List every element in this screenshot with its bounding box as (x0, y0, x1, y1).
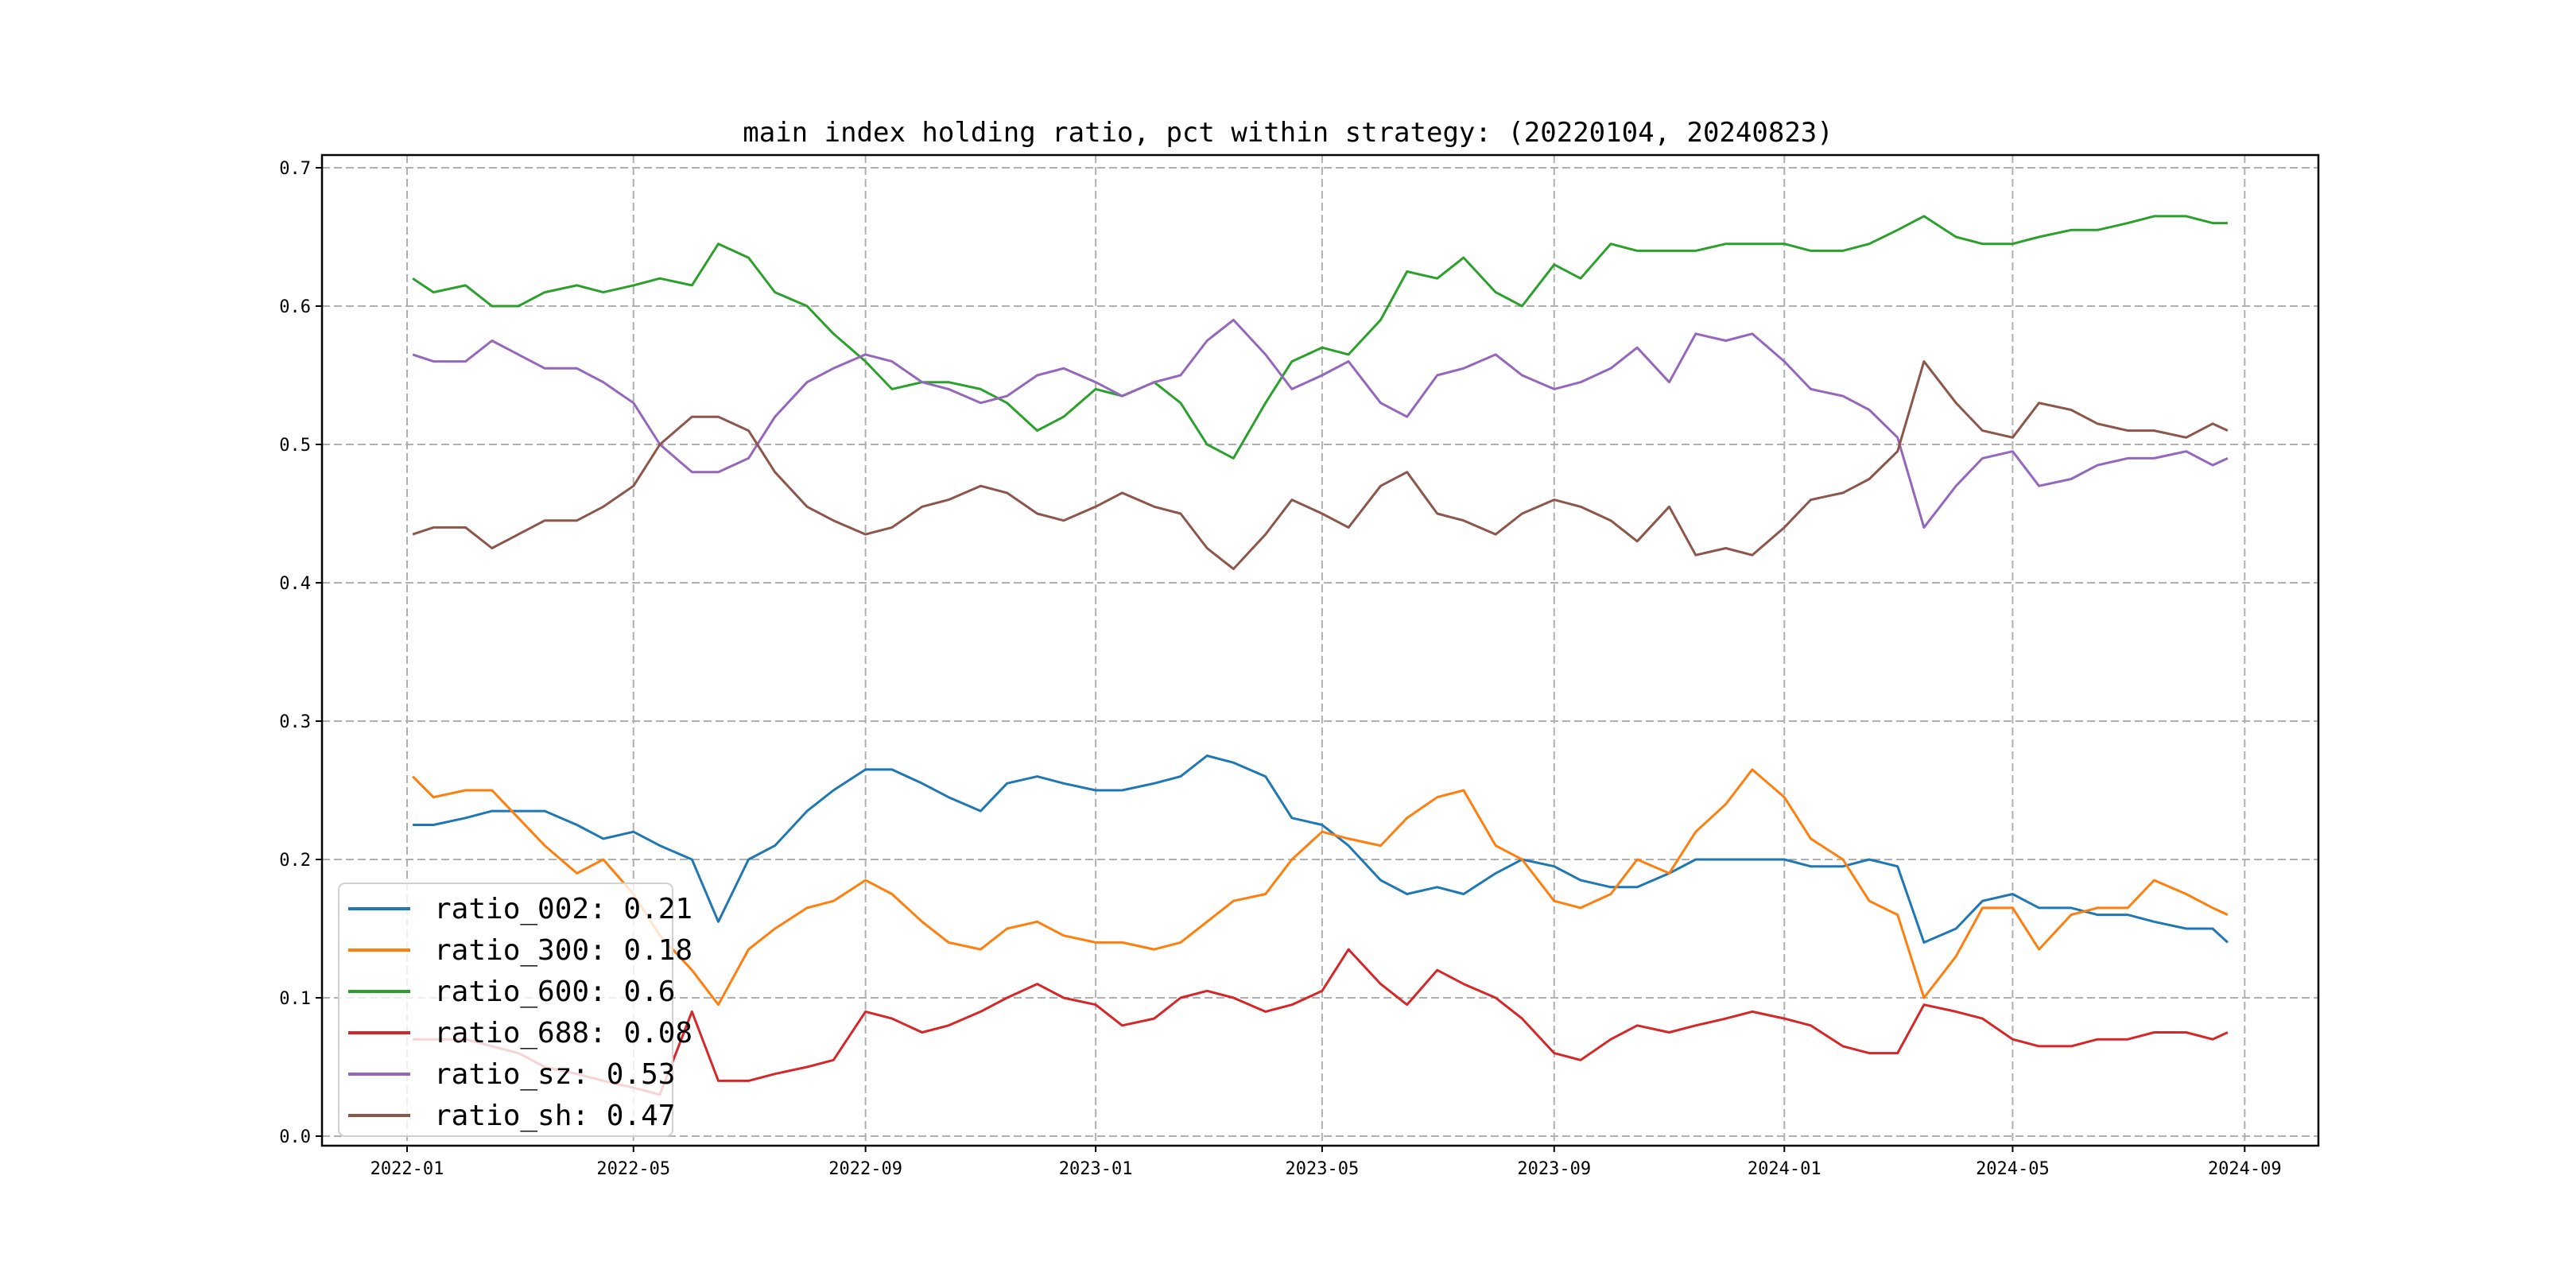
y-tick-label: 0.5 (279, 436, 311, 456)
legend-box (338, 883, 673, 1137)
legend-label-ratio_sz: ratio_sz: 0.53 (434, 1058, 675, 1091)
x-tick-label: 2022-01 (370, 1159, 444, 1179)
y-tick-label: 0.0 (279, 1127, 311, 1147)
series-line-ratio_600 (412, 215, 2228, 460)
x-tick-label: 2024-09 (2208, 1159, 2282, 1179)
series-line-ratio_002 (413, 755, 2229, 944)
legend-label-ratio_002: ratio_002: 0.21 (434, 893, 692, 925)
axes-frame (320, 153, 2320, 1147)
series-line-ratio_sh (412, 360, 2229, 571)
grid (322, 155, 2318, 1146)
series-line-ratio_300 (412, 768, 2229, 1007)
legend-label-ratio_300: ratio_300: 0.18 (434, 934, 692, 967)
series-line-ratio_688 (413, 948, 2229, 1096)
y-tick-label: 0.6 (279, 297, 311, 317)
series-line-ratio_sz (412, 318, 2229, 529)
x-tick-label: 2023-09 (1517, 1159, 1591, 1179)
legend-label-ratio_600: ratio_600: 0.6 (434, 976, 675, 1008)
series-lines (412, 215, 2229, 1096)
y-tick-label: 0.2 (279, 851, 311, 871)
x-tick-label: 2024-01 (1748, 1159, 1821, 1179)
legend-label-ratio_sh: ratio_sh: 0.47 (434, 1100, 675, 1132)
axis-ticks: 0.0 0.1 0.2 0.3 0.4 0.5 0.6 0.7 2022-01 2022-05 20… (279, 159, 2281, 1179)
y-tick-label: 0.3 (279, 712, 311, 732)
y-tick-label: 0.4 (279, 574, 311, 594)
legend: ratio_002: 0.21 ratio_300: 0.18 ratio_600:… (338, 883, 692, 1137)
x-tick-label: 2022-05 (596, 1159, 670, 1179)
chart-title: main index holding ratio, pct within str… (743, 117, 1833, 149)
y-tick-label: 0.1 (279, 989, 311, 1009)
x-tick-label: 2023-01 (1059, 1159, 1133, 1179)
x-tick-label: 2022-09 (828, 1159, 902, 1179)
legend-label-ratio_688: ratio_688: 0.08 (434, 1017, 692, 1049)
x-tick-label: 2024-05 (1976, 1159, 2050, 1179)
y-tick-label: 0.7 (279, 159, 311, 179)
x-tick-label: 2023-05 (1286, 1159, 1360, 1179)
